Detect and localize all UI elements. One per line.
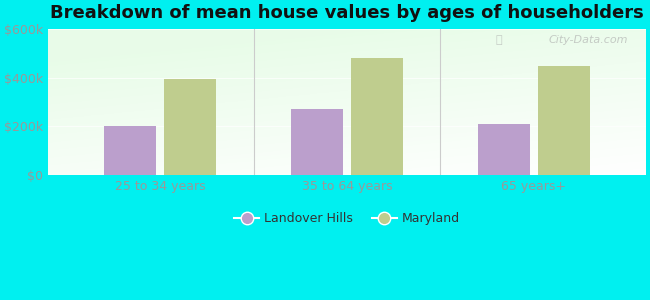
Bar — [104, 127, 157, 175]
Bar — [351, 58, 403, 175]
Bar — [478, 124, 530, 175]
Legend: Landover Hills, Maryland: Landover Hills, Maryland — [229, 207, 465, 230]
Bar — [538, 66, 590, 175]
Text: ⓘ: ⓘ — [496, 35, 502, 45]
Title: Breakdown of mean house values by ages of householders: Breakdown of mean house values by ages o… — [50, 4, 644, 22]
Bar — [164, 79, 216, 175]
Bar — [291, 110, 343, 175]
Text: City-Data.com: City-Data.com — [549, 35, 628, 45]
